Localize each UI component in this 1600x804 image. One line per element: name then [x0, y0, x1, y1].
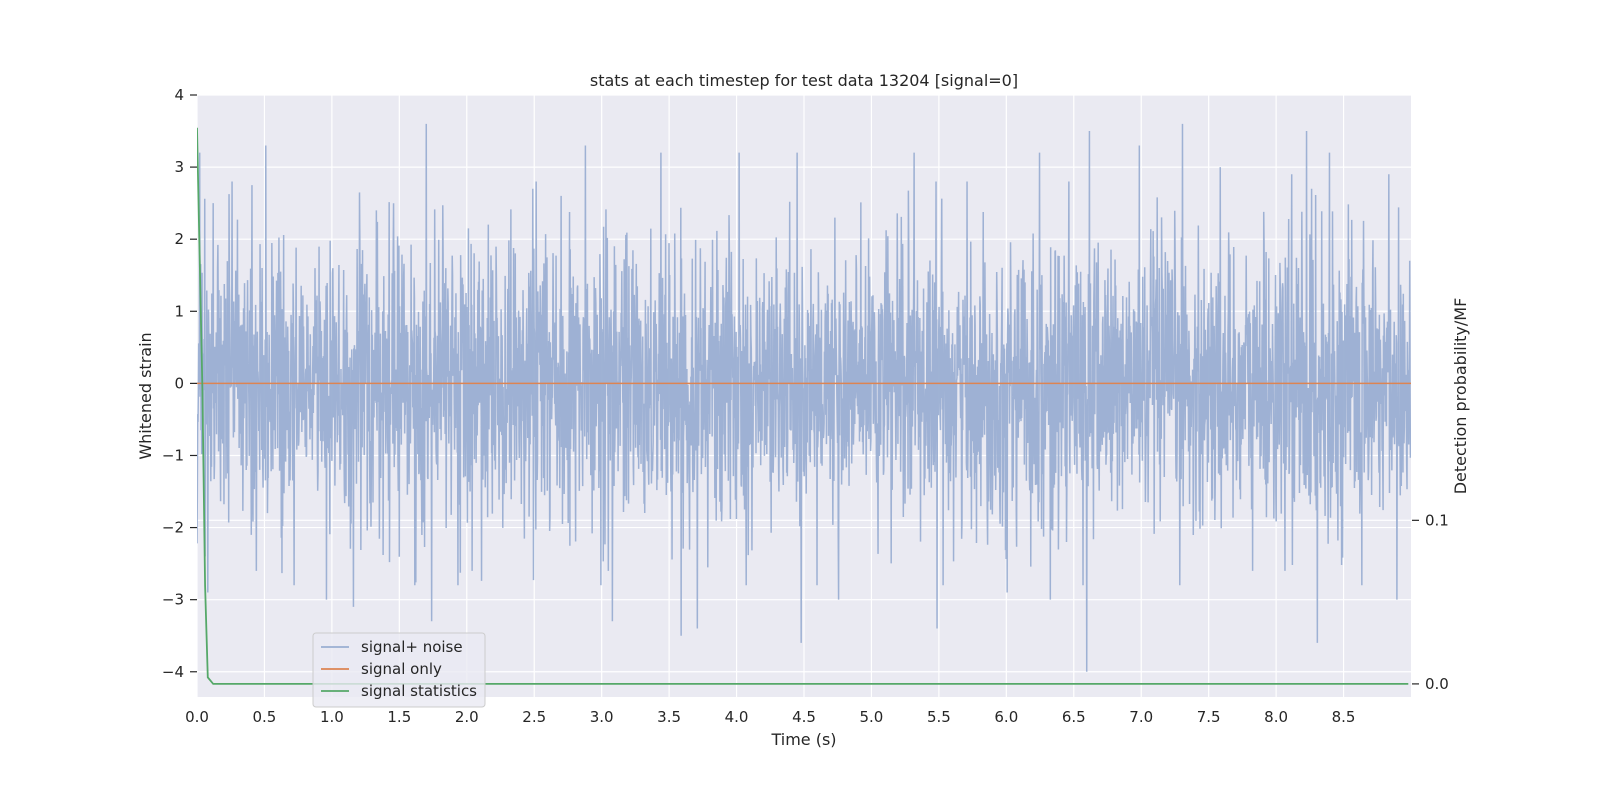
x-tick-label: 6.5 — [1062, 708, 1086, 726]
x-tick-label: 5.0 — [860, 708, 884, 726]
series-signal-noise-line — [197, 123, 1411, 672]
y-tick-label: −3 — [162, 591, 184, 609]
x-tick-label: 2.0 — [455, 708, 479, 726]
y2-tick-label: 0.0 — [1425, 675, 1449, 693]
y-tick-label: 4 — [174, 86, 184, 104]
x-tick-label: 4.5 — [792, 708, 816, 726]
y-tick-label: −2 — [162, 519, 184, 537]
x-tick-label: 3.5 — [657, 708, 681, 726]
legend-label: signal statistics — [361, 682, 477, 700]
legend-label: signal+ noise — [361, 638, 463, 656]
x-tick-label: 6.0 — [994, 708, 1018, 726]
x-tick-label: 5.5 — [927, 708, 951, 726]
x-tick-label: 7.5 — [1197, 708, 1221, 726]
axes-layer: 0.0 0.5 1.0 1.5 2.0 2.5 3.0 3.5 4.0 4.5 5.0 5.5 6.0 6… — [162, 86, 1449, 726]
y-axis-title: Whitened strain — [136, 332, 155, 459]
series-layer — [197, 123, 1411, 685]
x-tick-label: 0.0 — [185, 708, 209, 726]
chart-title: stats at each timestep for test data 132… — [590, 71, 1018, 90]
x-tick-label: 3.0 — [590, 708, 614, 726]
y-tick-label: 0 — [174, 374, 184, 392]
x-axis-title: Time (s) — [770, 730, 836, 749]
x-tick-label: 1.0 — [320, 708, 344, 726]
y-tick-label: 3 — [174, 158, 184, 176]
y-tick-label: 1 — [174, 302, 184, 320]
x-tick-label: 0.5 — [253, 708, 277, 726]
legend-box — [312, 632, 486, 708]
x-tick-label: 7.0 — [1129, 708, 1153, 726]
y-tick-label: −4 — [162, 663, 184, 681]
legend-label: signal only — [361, 660, 442, 678]
x-tick-label: 8.5 — [1332, 708, 1356, 726]
x-tick-label: 1.5 — [387, 708, 411, 726]
x-tick-label: 4.0 — [725, 708, 749, 726]
legend: signal+ noise signal only signal statistic… — [312, 632, 486, 708]
y-tick-label: −1 — [162, 446, 184, 464]
y2-axis-title: Detection probability/MF — [1451, 298, 1470, 495]
x-tick-label: 8.0 — [1264, 708, 1288, 726]
series-signal-statistics-line — [197, 127, 1409, 685]
y2-tick-label: 0.1 — [1425, 511, 1449, 529]
x-tick-label: 2.5 — [522, 708, 546, 726]
y-tick-label: 2 — [174, 230, 184, 248]
